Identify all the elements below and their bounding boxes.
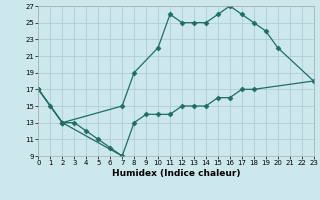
X-axis label: Humidex (Indice chaleur): Humidex (Indice chaleur) <box>112 169 240 178</box>
